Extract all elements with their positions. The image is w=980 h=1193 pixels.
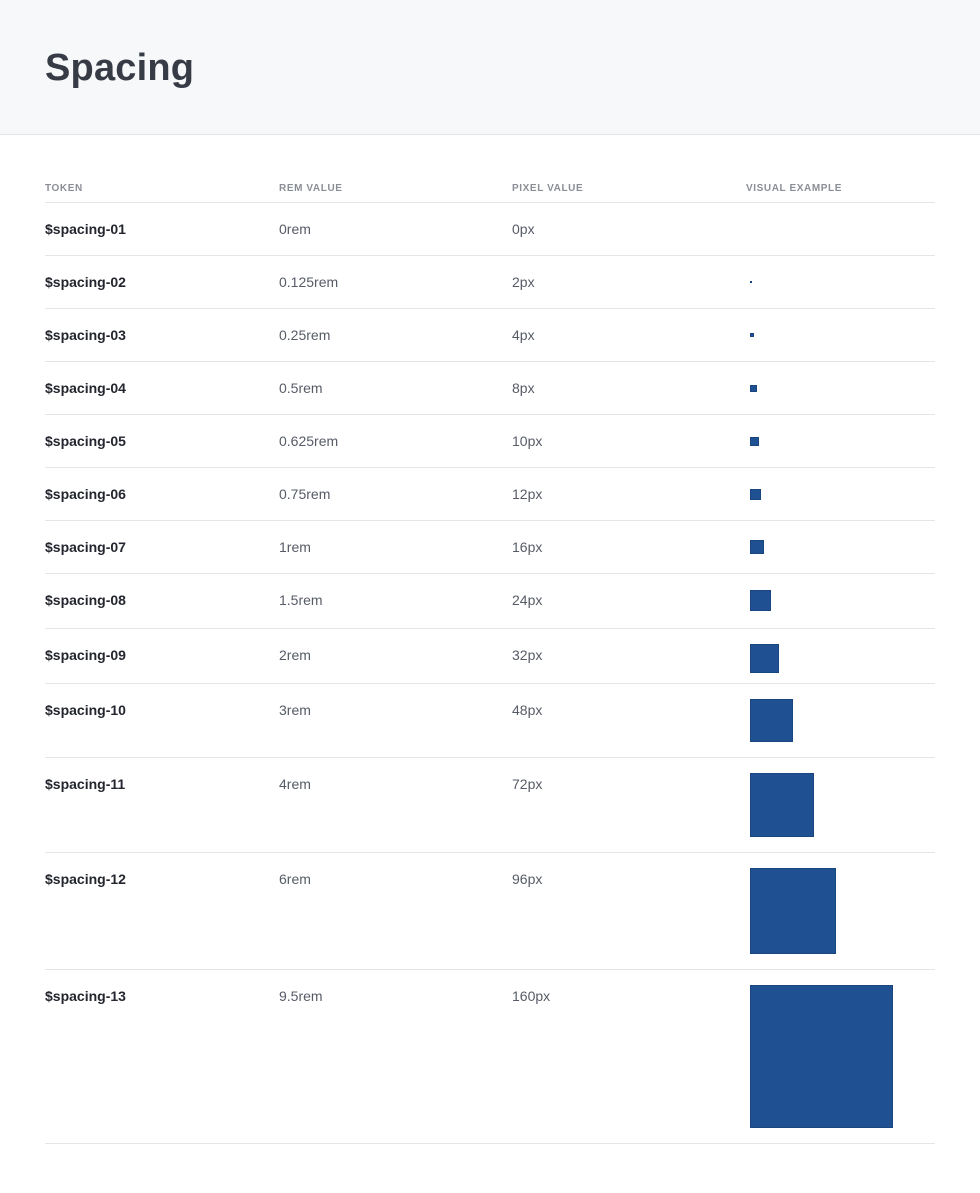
table-row: $spacing-12 6rem 96px xyxy=(45,853,935,970)
spacing-swatch xyxy=(750,333,754,337)
table-row: $spacing-06 0.75rem 12px xyxy=(45,468,935,521)
rem-value-cell: 1.5rem xyxy=(279,592,323,608)
spacing-swatch xyxy=(750,384,757,392)
spacing-swatch xyxy=(750,589,771,611)
rem-value-cell: 0.75rem xyxy=(279,486,331,502)
rem-value-cell: 0rem xyxy=(279,221,311,237)
spacing-swatch xyxy=(750,773,814,837)
rem-value-cell: 9.5rem xyxy=(279,988,323,1004)
table-header-row: TOKEN REM VALUE PIXEL VALUE VISUAL EXAMP… xyxy=(45,175,935,203)
token-cell: $spacing-02 xyxy=(45,274,126,290)
rem-value-cell: 0.5rem xyxy=(279,380,323,396)
token-cell: $spacing-01 xyxy=(45,221,126,237)
rem-value-cell: 0.125rem xyxy=(279,274,339,290)
table-row: $spacing-04 0.5rem 8px xyxy=(45,362,935,415)
spacing-swatch xyxy=(750,540,764,554)
spacing-swatch xyxy=(750,436,759,446)
column-header-visual-example: VISUAL EXAMPLE xyxy=(746,183,843,194)
table-row: $spacing-10 3rem 48px xyxy=(45,684,935,758)
token-cell: $spacing-04 xyxy=(45,380,126,396)
column-header-pixel-value: PIXEL VALUE xyxy=(512,183,584,194)
spacing-swatch xyxy=(750,868,836,954)
table-row: $spacing-02 0.125rem 2px xyxy=(45,256,935,309)
token-cell: $spacing-09 xyxy=(45,647,126,663)
token-cell: $spacing-05 xyxy=(45,433,126,449)
spacing-swatch xyxy=(750,488,761,500)
table-body: $spacing-01 0rem 0px $spacing-02 0.125rem 2px… xyxy=(45,203,935,1144)
table-row: $spacing-11 4rem 72px xyxy=(45,758,935,853)
pixel-value-cell: 48px xyxy=(512,702,543,718)
pixel-value-cell: 96px xyxy=(512,871,543,887)
pixel-value-cell: 72px xyxy=(512,776,543,792)
token-cell: $spacing-11 xyxy=(45,776,126,792)
pixel-value-cell: 2px xyxy=(512,274,535,290)
spacing-swatch xyxy=(750,281,752,283)
rem-value-cell: 0.625rem xyxy=(279,433,339,449)
rem-value-cell: 0.25rem xyxy=(279,327,331,343)
table-row: $spacing-09 2rem 32px xyxy=(45,629,935,684)
spacing-swatch xyxy=(750,699,793,742)
pixel-value-cell: 12px xyxy=(512,486,543,502)
table-row: $spacing-13 9.5rem 160px xyxy=(45,970,935,1144)
token-cell: $spacing-12 xyxy=(45,871,126,887)
table-row: $spacing-07 1rem 16px xyxy=(45,521,935,574)
rem-value-cell: 2rem xyxy=(279,647,311,663)
rem-value-cell: 3rem xyxy=(279,702,311,718)
pixel-value-cell: 4px xyxy=(512,327,535,343)
column-header-token: TOKEN xyxy=(45,183,83,194)
pixel-value-cell: 32px xyxy=(512,647,543,663)
pixel-value-cell: 24px xyxy=(512,592,543,608)
token-cell: $spacing-03 xyxy=(45,327,126,343)
table-row: $spacing-05 0.625rem 10px xyxy=(45,415,935,468)
rem-value-cell: 1rem xyxy=(279,539,311,555)
pixel-value-cell: 160px xyxy=(512,988,551,1004)
table-row: $spacing-08 1.5rem 24px xyxy=(45,574,935,629)
spacing-swatch xyxy=(750,644,779,673)
table-row: $spacing-01 0rem 0px xyxy=(45,203,935,256)
column-header-rem-value: REM VALUE xyxy=(279,183,343,194)
rem-value-cell: 4rem xyxy=(279,776,311,792)
token-cell: $spacing-10 xyxy=(45,702,126,718)
pixel-value-cell: 16px xyxy=(512,539,543,555)
pixel-value-cell: 0px xyxy=(512,221,535,237)
pixel-value-cell: 10px xyxy=(512,433,543,449)
pixel-value-cell: 8px xyxy=(512,380,535,396)
token-cell: $spacing-07 xyxy=(45,539,126,555)
page-header: Spacing xyxy=(0,0,980,135)
table-row: $spacing-03 0.25rem 4px xyxy=(45,309,935,362)
token-cell: $spacing-13 xyxy=(45,988,126,1004)
page-title: Spacing xyxy=(45,47,195,89)
spacing-table: TOKEN REM VALUE PIXEL VALUE VISUAL EXAMP… xyxy=(45,175,935,1144)
token-cell: $spacing-06 xyxy=(45,486,126,502)
rem-value-cell: 6rem xyxy=(279,871,311,887)
token-cell: $spacing-08 xyxy=(45,592,126,608)
spacing-swatch xyxy=(750,985,893,1128)
